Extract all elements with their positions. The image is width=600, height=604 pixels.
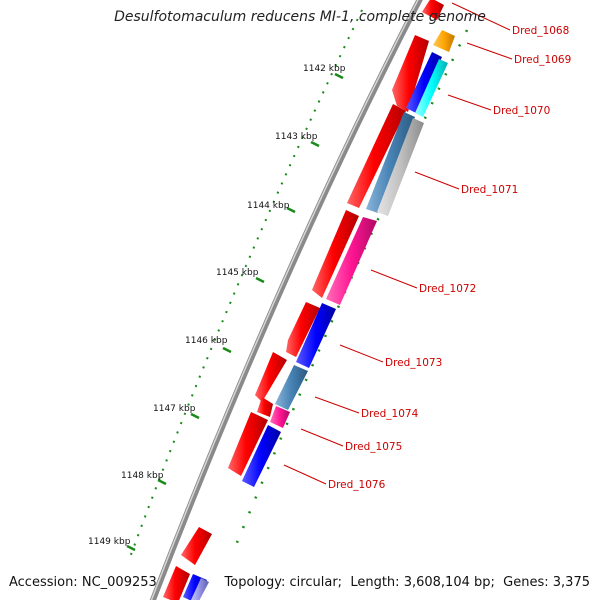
scale-tick-1143 [310, 140, 320, 148]
scale-tick-1142 [334, 72, 344, 80]
gene-block-dred-1070a[interactable] [406, 52, 442, 113]
scale-label: 1146 kbp [185, 336, 228, 346]
gene-arrow-dred-1071[interactable] [312, 210, 359, 298]
genome-backbone-highlight [149, 0, 419, 604]
leader-dred-1075 [300, 428, 344, 447]
scale-label: 1148 kbp [121, 471, 164, 481]
gene-arrow-dred-1075[interactable] [228, 412, 268, 476]
accession-value: NC_009253 [81, 575, 157, 590]
scale-tick-1144 [286, 206, 296, 214]
genome-backbone [148, 0, 423, 604]
gene-block-dred-1073[interactable] [296, 303, 336, 368]
leader-dred-1069 [466, 42, 513, 60]
gene-label-dred-1068[interactable]: Dred_1068 [512, 25, 569, 37]
gene-arrow-dred-1070[interactable] [347, 104, 406, 208]
leader-dred-1072 [370, 269, 418, 289]
scale-labels: 1142 kbp 1143 kbp 1144 kbp 1145 kbp 1146… [88, 64, 346, 547]
accession-label: Accession: [9, 575, 78, 590]
gene-arrow-next-b[interactable] [163, 566, 190, 603]
gene-label-dred-1069[interactable]: Dred_1069 [514, 54, 571, 66]
scale-label: 1142 kbp [303, 64, 346, 74]
leader-dred-1074 [314, 396, 360, 414]
length-label: Length: [350, 575, 400, 590]
gene-block-dred-1070b[interactable] [415, 59, 448, 117]
genes-label: Genes: [503, 575, 549, 590]
scale-tick-1146 [222, 346, 232, 354]
accession-info: Accession: NC_009253 [9, 575, 157, 590]
gene-block-dred-1072[interactable] [326, 217, 377, 305]
scale-label: 1143 kbp [275, 132, 318, 142]
leader-dred-1076 [283, 464, 327, 485]
scale-tick-1148 [157, 478, 167, 486]
gene-label-dred-1073[interactable]: Dred_1073 [385, 357, 442, 369]
gene-arrow-dred-1074[interactable] [257, 397, 273, 417]
topology-label: Topology: [224, 575, 286, 590]
gene-label-dred-1070[interactable]: Dred_1070 [493, 105, 550, 117]
leader-dred-1071 [414, 171, 460, 190]
gene-arrow-dred-1072[interactable] [286, 302, 320, 357]
gene-label-dred-1075[interactable]: Dred_1075 [345, 441, 402, 453]
gene-block-dred-1075[interactable] [270, 406, 290, 428]
category-strand [183, 30, 455, 603]
gene-block-dred-1076[interactable] [242, 425, 281, 487]
gene-labels: Dred_1068 Dred_1069 Dred_1070 Dred_1071 … [328, 25, 571, 491]
genome-summary: Topology: circular; Length: 3,608,104 bp… [224, 575, 590, 590]
leader-dred-1070 [447, 94, 492, 111]
scale-ticks [126, 72, 344, 552]
forward-strand [163, 0, 444, 603]
gene-block-dred-1071a[interactable] [366, 112, 415, 213]
scale-label: 1144 kbp [247, 201, 290, 211]
map-title: Desulfotomaculum reducens MI-1, complete… [114, 9, 486, 25]
gene-block-next-b[interactable] [191, 578, 209, 603]
scale-tick-1147 [190, 412, 200, 420]
topology-value: circular [289, 575, 338, 590]
gene-label-dred-1076[interactable]: Dred_1076 [328, 479, 386, 491]
scale-tick-1149 [126, 544, 136, 552]
gene-block-dred-1074[interactable] [275, 365, 308, 410]
gene-block-dred-1069[interactable] [433, 30, 455, 52]
scale-tick-1145 [255, 276, 265, 284]
gene-label-dred-1071[interactable]: Dred_1071 [461, 184, 518, 196]
leader-dred-1068 [451, 2, 511, 31]
gene-arrow-next-a[interactable] [181, 527, 212, 565]
gene-block-dred-1071b[interactable] [377, 118, 424, 216]
gene-label-dred-1072[interactable]: Dred_1072 [419, 283, 476, 295]
leader-dred-1073 [339, 344, 384, 363]
gene-label-dred-1074[interactable]: Dred_1074 [361, 408, 419, 420]
gene-arrow-dred-1073[interactable] [255, 352, 287, 402]
scale-label: 1149 kbp [88, 537, 131, 547]
gene-arrow-dred-1068[interactable] [422, 0, 444, 20]
scale-label: 1147 kbp [153, 404, 196, 414]
gene-label-leaders [283, 2, 513, 485]
gene-arrow-dred-1069[interactable] [392, 35, 429, 112]
length-value: 3,608,104 bp [403, 575, 491, 590]
scale-label: 1145 kbp [216, 268, 259, 278]
genes-value: 3,375 [552, 575, 590, 590]
